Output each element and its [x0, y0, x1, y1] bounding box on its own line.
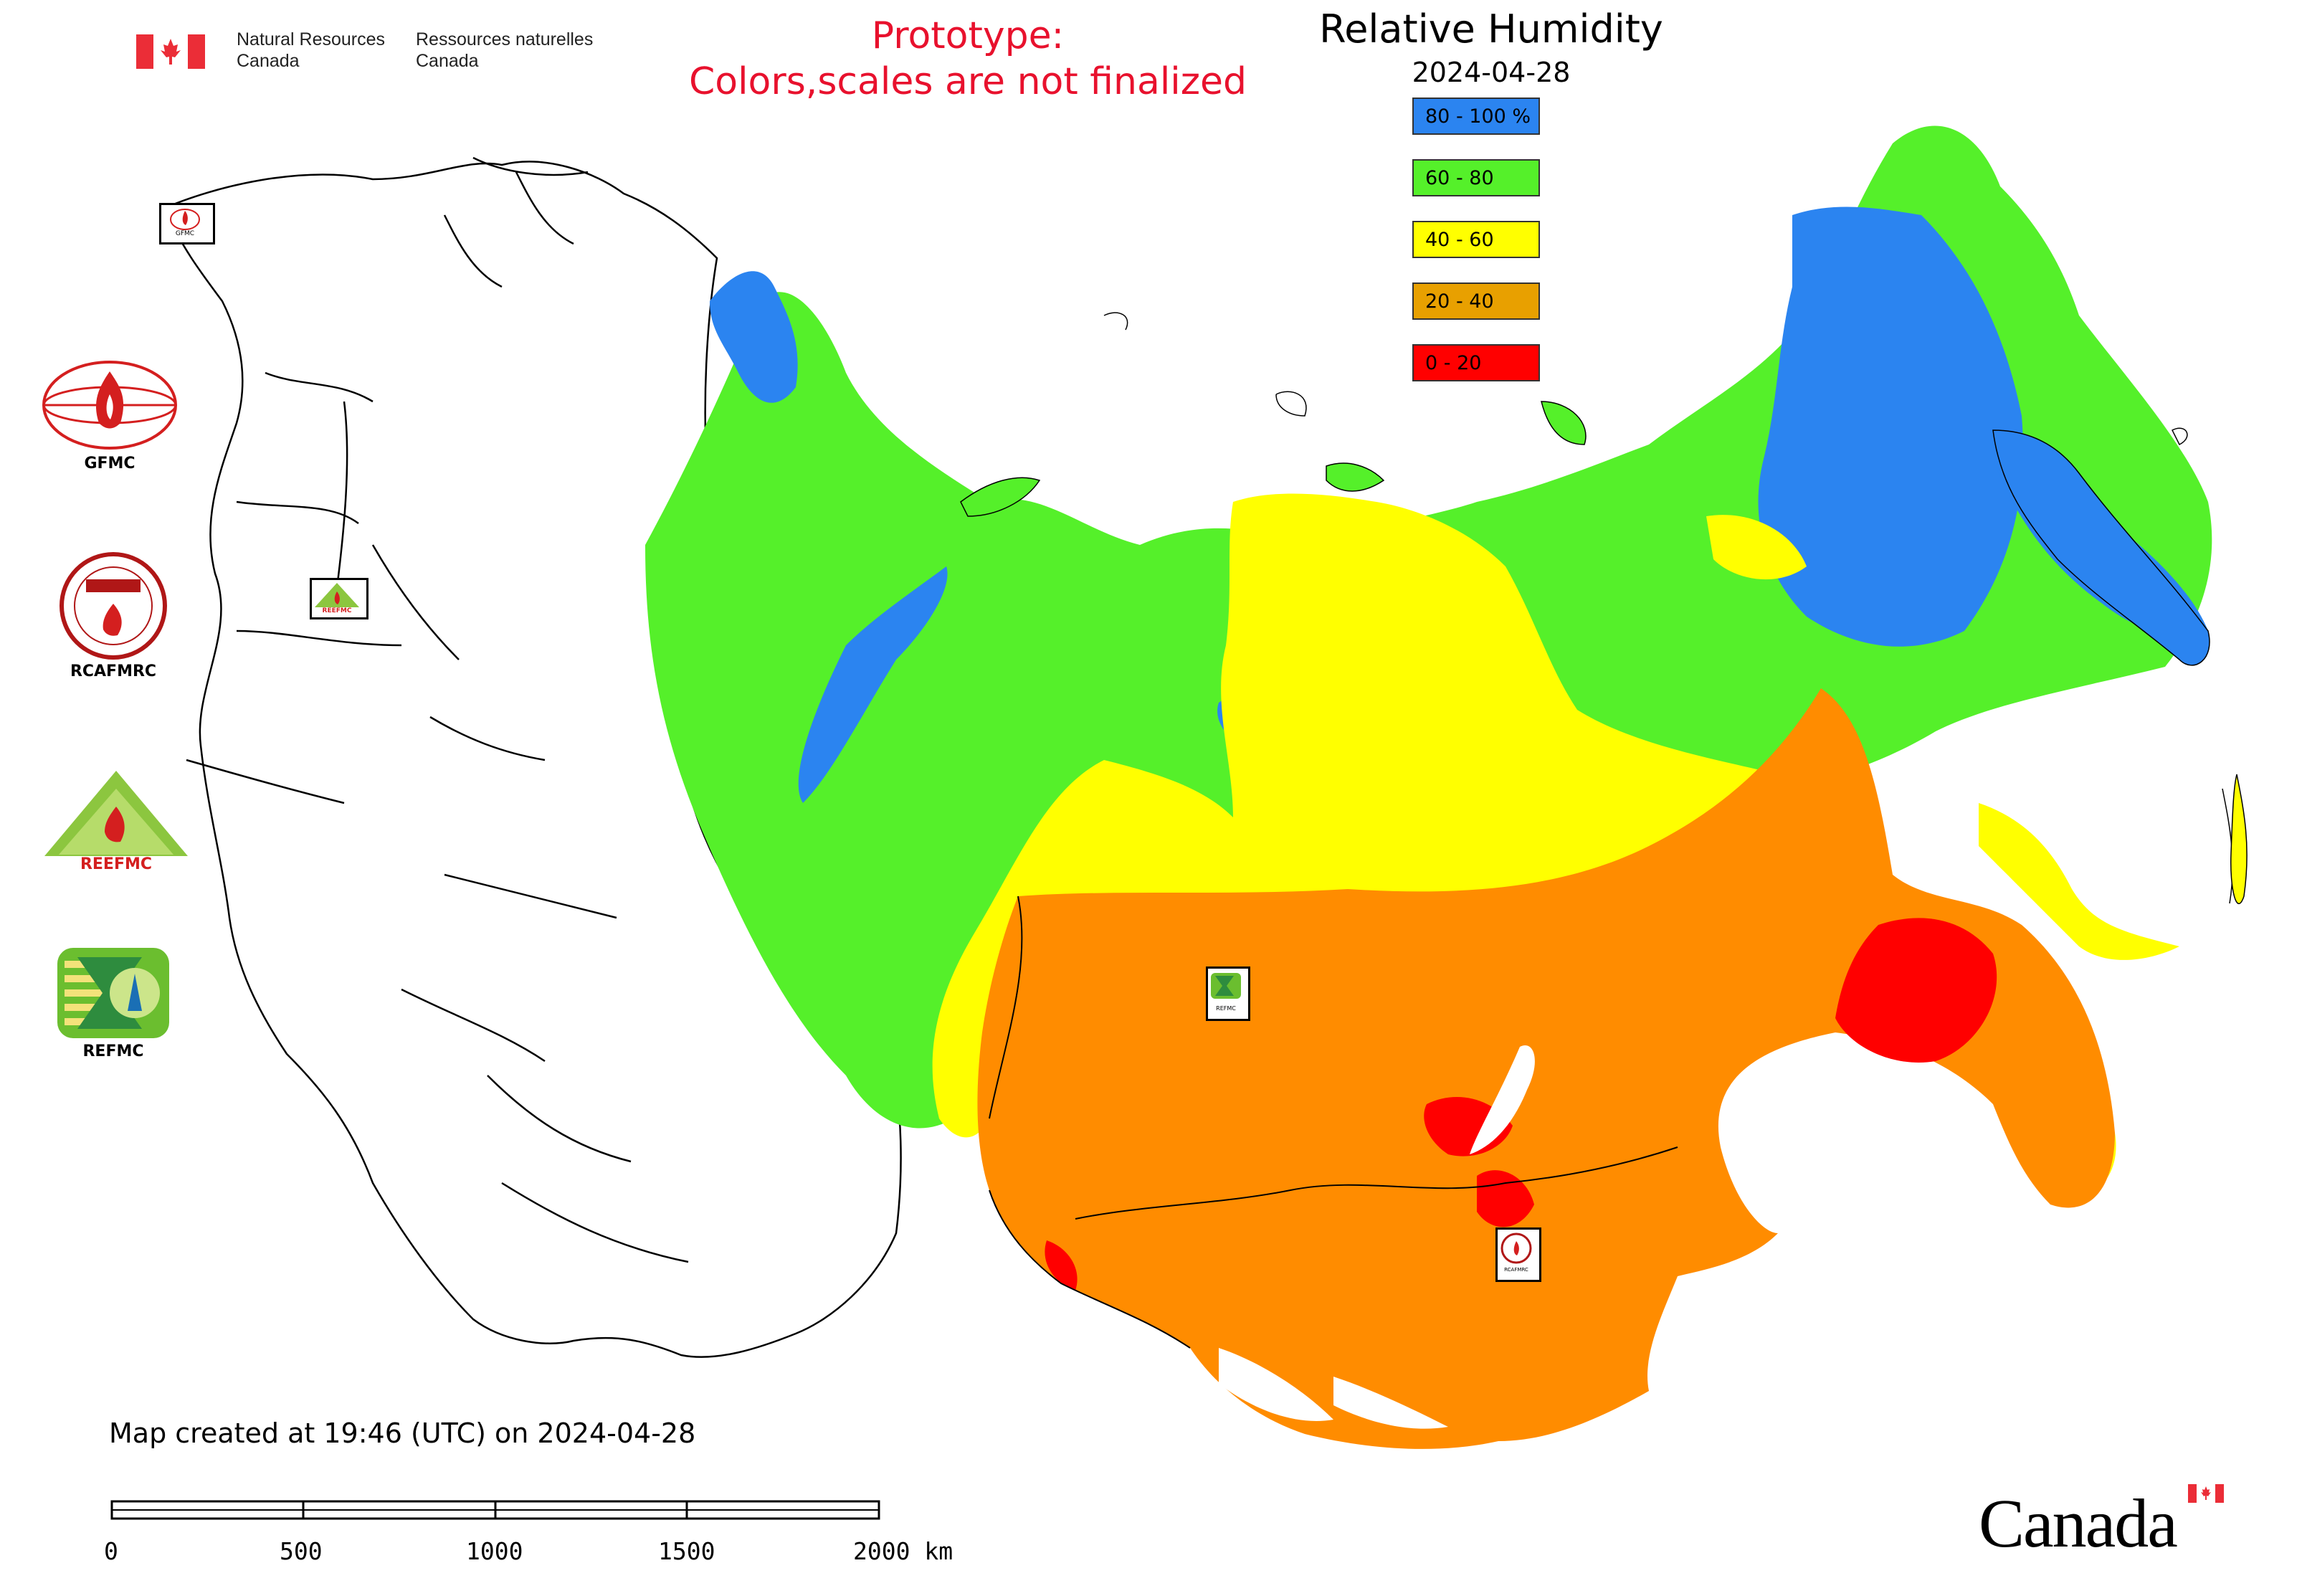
legend-label: 60 - 80	[1425, 167, 1494, 189]
marker-rcafmrc-label: RCAFMRC	[1504, 1267, 1528, 1273]
refmc-logo-icon	[57, 948, 169, 1038]
scale-label-1500: 1500	[658, 1537, 715, 1565]
sakhalin	[2230, 774, 2248, 905]
agency-gfmc: GFMC	[42, 358, 178, 472]
agency-rcafmrc: RCAFMRC	[56, 552, 171, 680]
legend-label: 20 - 40	[1425, 290, 1494, 313]
kamchatka	[1992, 429, 2210, 666]
reefmc-logo-icon: REEFMC	[37, 771, 195, 873]
legend-item-80-100: 80 - 100 %	[1412, 98, 1540, 135]
marker-reefmc: REEFMC	[310, 578, 368, 619]
map-title: Relative Humidity	[1319, 6, 1663, 52]
marker-refmc: REFMC	[1206, 966, 1250, 1021]
map-created-timestamp: Map created at 19:46 (UTC) on 2024-04-28	[109, 1417, 696, 1449]
prototype-notice: Prototype: Colors,scales are not finaliz…	[645, 13, 1290, 105]
legend-item-20-40: 20 - 40	[1412, 282, 1540, 320]
scale-bar-graphic	[110, 1500, 880, 1520]
canada-wordmark: Canada	[1979, 1484, 2224, 1563]
department-name-en-line1: Natural Resources	[237, 29, 386, 49]
legend-label: 40 - 60	[1425, 229, 1494, 251]
reefmc-logo-text: REEFMC	[80, 855, 152, 873]
department-name-fr: Ressources naturelles Canada	[416, 29, 593, 72]
legend-item-40-60: 40 - 60	[1412, 221, 1540, 258]
legend-label: 80 - 100 %	[1425, 105, 1531, 128]
agency-refmc: REFMC	[56, 946, 171, 1060]
canada-wordmark-flag-icon	[2188, 1484, 2224, 1503]
island-outlines	[1103, 312, 2233, 904]
marker-reefmc-label: REEFMC	[323, 607, 352, 613]
legend-item-0-20: 0 - 20	[1412, 344, 1540, 381]
marker-refmc-icon: REFMC	[1211, 973, 1241, 1012]
marker-rcafmrc: RCAFMRC	[1495, 1227, 1541, 1282]
rcafmrc-logo-icon	[60, 552, 167, 660]
marker-gfmc-icon: GFMC	[170, 209, 200, 237]
country-outlines	[163, 156, 902, 1358]
agency-reefmc: REEFMC	[37, 767, 195, 878]
agency-label: REFMC	[82, 1042, 144, 1060]
department-name-fr-line2: Canada	[416, 51, 479, 71]
marker-rcafmrc-icon: RCAFMRC	[1500, 1232, 1532, 1273]
scale-label-0: 0	[104, 1537, 118, 1565]
canada-flag-icon	[136, 34, 205, 69]
agency-label: GFMC	[84, 455, 135, 472]
department-name-fr-line1: Ressources naturelles	[416, 29, 594, 49]
scale-label-1000: 1000	[466, 1537, 523, 1565]
department-name-en: Natural Resources Canada	[237, 29, 385, 72]
gfmc-logo-icon	[42, 361, 177, 450]
department-name-en-line2: Canada	[237, 51, 300, 71]
marker-gfmc-label: GFMC	[176, 230, 194, 237]
marker-reefmc-icon: REEFMC	[315, 583, 359, 614]
marker-refmc-label: REFMC	[1216, 1005, 1236, 1012]
agency-label: RCAFMRC	[70, 662, 157, 680]
coastline	[989, 896, 1678, 1349]
prototype-notice-line2: Colors,scales are not finalized	[688, 60, 1247, 103]
map-date: 2024-04-28	[1412, 57, 1571, 88]
government-signature: Natural Resources Canada Ressources natu…	[136, 29, 609, 79]
scale-label-500: 500	[280, 1537, 323, 1565]
scale-label-2000km: 2000 km	[853, 1537, 953, 1565]
legend: 80 - 100 % 60 - 80 40 - 60 20 - 40 0 - 2…	[1412, 98, 1627, 399]
legend-label: 0 - 20	[1425, 352, 1482, 374]
prototype-notice-line1: Prototype:	[871, 14, 1065, 57]
marker-gfmc: GFMC	[159, 203, 215, 244]
scale-bar: 0 500 1000 1500 2000 km	[104, 1500, 968, 1572]
canada-wordmark-text: Canada	[1979, 1485, 2178, 1562]
arctic-islands	[960, 401, 1587, 517]
legend-item-60-80: 60 - 80	[1412, 159, 1540, 196]
